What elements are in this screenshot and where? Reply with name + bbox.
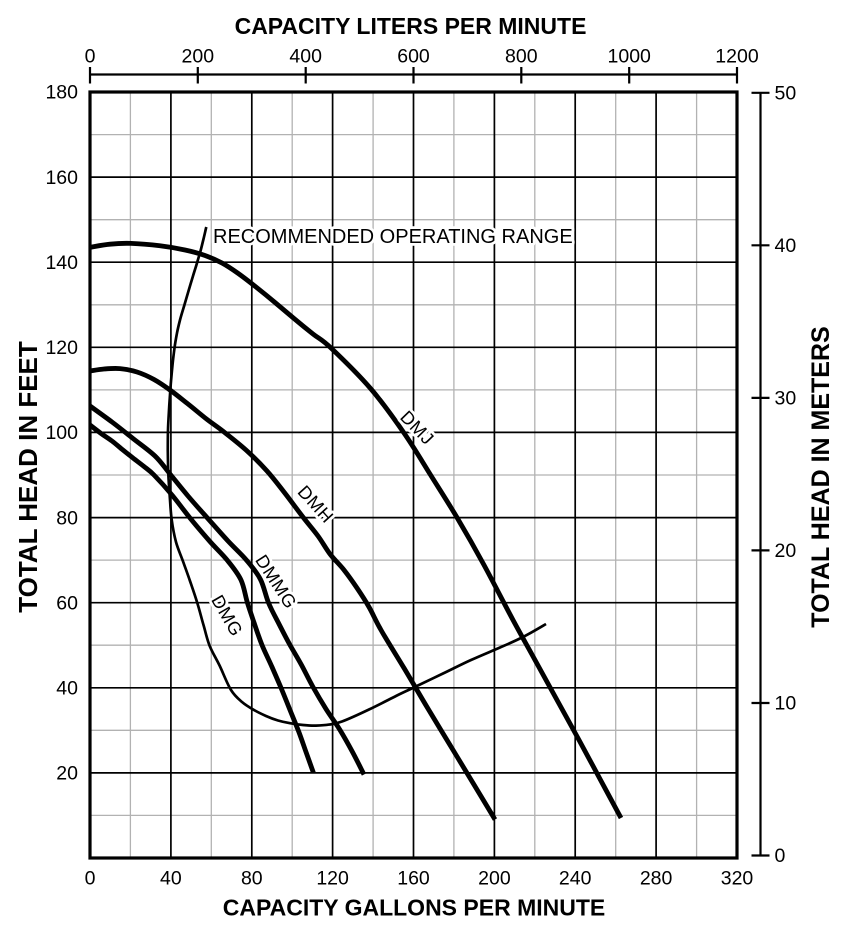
svg-text:160: 160 xyxy=(397,868,430,890)
svg-text:320: 320 xyxy=(721,868,754,890)
svg-text:40: 40 xyxy=(56,678,78,700)
svg-text:0: 0 xyxy=(85,868,96,890)
svg-text:600: 600 xyxy=(397,46,430,68)
svg-text:TOTAL HEAD IN FEET: TOTAL HEAD IN FEET xyxy=(13,341,43,613)
svg-text:0: 0 xyxy=(775,845,786,867)
svg-text:160: 160 xyxy=(45,167,78,189)
svg-text:140: 140 xyxy=(45,252,78,274)
svg-text:CAPACITY GALLONS PER MINUTE: CAPACITY GALLONS PER MINUTE xyxy=(223,895,606,921)
svg-text:0: 0 xyxy=(85,46,96,68)
svg-text:1200: 1200 xyxy=(715,46,759,68)
svg-text:30: 30 xyxy=(775,388,797,410)
svg-text:RECOMMENDED OPERATING RANGE: RECOMMENDED OPERATING RANGE xyxy=(213,226,573,248)
svg-text:50: 50 xyxy=(775,83,797,105)
svg-text:120: 120 xyxy=(316,868,349,890)
svg-text:200: 200 xyxy=(478,868,511,890)
svg-text:20: 20 xyxy=(56,763,78,785)
svg-text:400: 400 xyxy=(289,46,322,68)
svg-text:100: 100 xyxy=(45,422,78,444)
svg-text:CAPACITY LITERS PER MINUTE: CAPACITY LITERS PER MINUTE xyxy=(235,13,587,39)
svg-text:40: 40 xyxy=(775,235,797,257)
svg-text:80: 80 xyxy=(56,507,78,529)
svg-text:10: 10 xyxy=(775,693,797,715)
svg-text:TOTAL HEAD IN METERS: TOTAL HEAD IN METERS xyxy=(807,326,835,627)
svg-text:800: 800 xyxy=(505,46,538,68)
svg-text:180: 180 xyxy=(45,82,78,104)
svg-text:1000: 1000 xyxy=(608,46,652,68)
svg-text:240: 240 xyxy=(559,868,592,890)
svg-text:20: 20 xyxy=(775,540,797,562)
svg-text:40: 40 xyxy=(160,868,182,890)
svg-text:280: 280 xyxy=(640,868,673,890)
svg-text:80: 80 xyxy=(241,868,263,890)
svg-text:200: 200 xyxy=(182,46,215,68)
svg-text:120: 120 xyxy=(45,337,78,359)
svg-text:60: 60 xyxy=(56,592,78,614)
